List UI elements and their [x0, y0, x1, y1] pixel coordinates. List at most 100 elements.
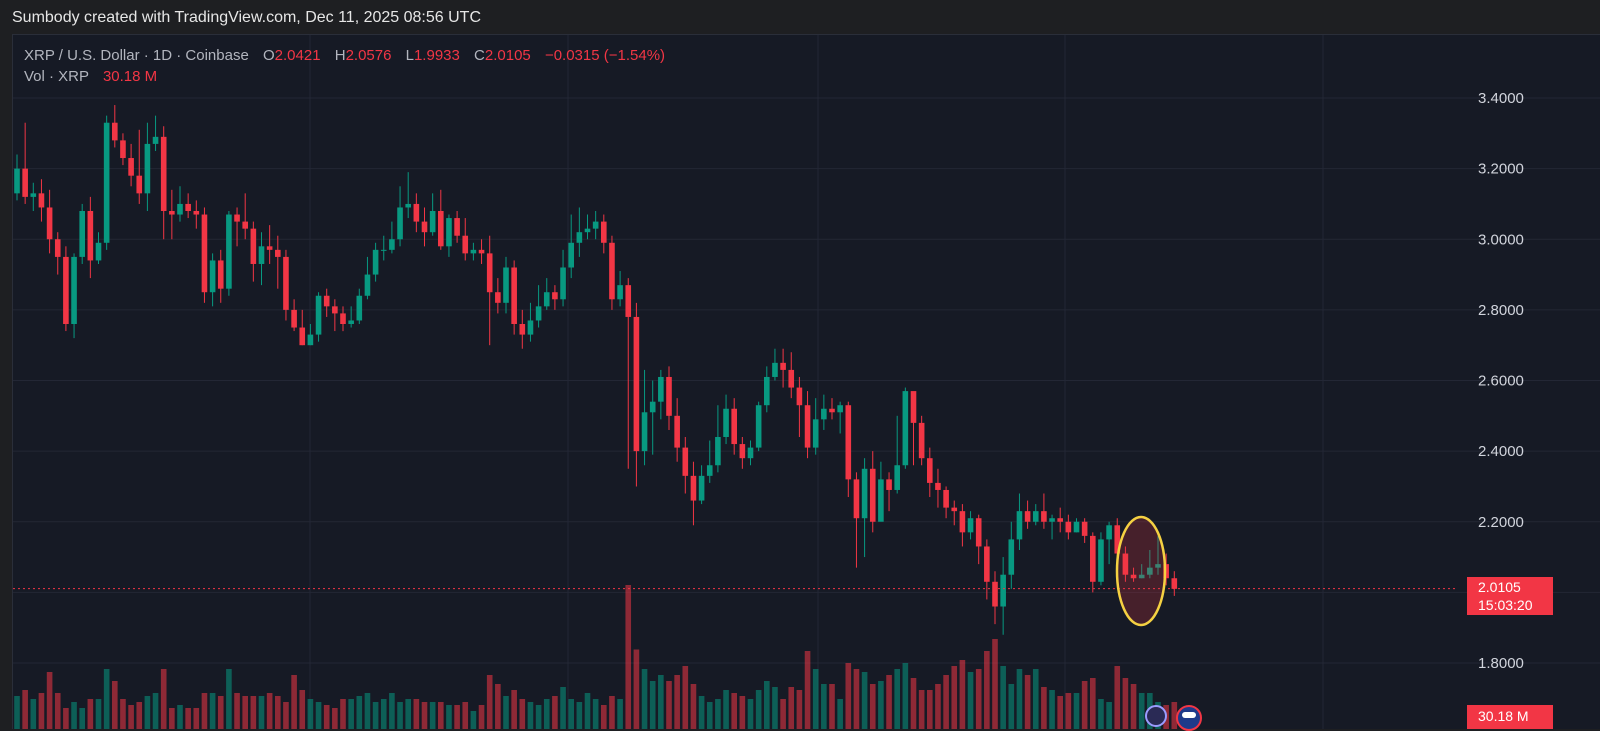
candle	[641, 369, 648, 466]
candle-body	[943, 489, 949, 508]
candle	[413, 193, 420, 233]
candle	[609, 235, 615, 310]
volume-bar	[731, 693, 737, 729]
candle-body	[535, 306, 542, 321]
volume-bar	[959, 660, 966, 729]
candle-body	[1073, 521, 1080, 533]
y-tick-label: 2.8000	[1478, 302, 1524, 319]
candle	[821, 394, 827, 430]
candle-body	[242, 221, 248, 229]
volume-bar	[454, 705, 460, 729]
volume-bar	[739, 696, 746, 729]
candle	[951, 500, 958, 526]
candle-body	[234, 214, 240, 222]
indicator-icon[interactable]	[1145, 705, 1167, 727]
volume-bar	[413, 699, 420, 729]
volume-bar	[674, 675, 680, 729]
candle	[690, 461, 697, 526]
candle-body	[829, 408, 835, 413]
volume-bar	[682, 666, 689, 729]
candle-body	[14, 168, 20, 194]
candle-body	[446, 218, 452, 247]
volume-bar	[894, 669, 900, 729]
volume-bar	[1090, 678, 1096, 729]
candle-body	[1171, 578, 1178, 589]
volume-bar	[861, 672, 868, 729]
candle	[984, 539, 990, 600]
chart-area[interactable]: 3.4000 3.2000 3.0000 2.8000 2.6000 2.4000 2.20…	[12, 34, 1600, 731]
high-value: 2.0576	[345, 47, 392, 64]
candle	[470, 242, 477, 261]
volume-bar	[1114, 666, 1121, 729]
price-axis: 3.4000 3.2000 3.0000 2.8000 2.6000 2.4000 2.20…	[1478, 90, 1524, 672]
candle-body	[739, 444, 746, 459]
volume-bar	[470, 711, 477, 729]
flag-icon[interactable]	[1176, 705, 1202, 731]
volume-bar	[1024, 675, 1031, 729]
candle	[1000, 557, 1006, 635]
candle	[698, 465, 705, 505]
candle-body	[332, 306, 338, 314]
candle	[674, 398, 680, 462]
candle	[454, 211, 460, 243]
volume-bar	[152, 693, 159, 729]
volume-bar	[315, 702, 322, 729]
volume-bar	[144, 696, 151, 729]
candle	[1106, 521, 1112, 565]
volume-bar	[1138, 693, 1145, 729]
candle	[788, 352, 795, 399]
candle-body	[1057, 518, 1063, 522]
volume-label[interactable]: Vol · XRP	[24, 68, 89, 85]
volume-bar	[788, 687, 795, 729]
candle-body	[438, 211, 444, 247]
candle-body	[144, 143, 151, 194]
candle-body	[869, 468, 876, 522]
candle-body	[169, 211, 175, 215]
volume-bar	[226, 669, 232, 729]
candle	[291, 299, 297, 332]
candle	[356, 288, 363, 324]
candle-body	[706, 465, 713, 476]
y-tick-label: 1.8000	[1478, 655, 1524, 672]
candle	[103, 115, 110, 250]
volume-value: 30.18 M	[102, 68, 158, 85]
candle	[715, 405, 721, 473]
volume-bar	[715, 699, 721, 729]
candle	[332, 299, 338, 332]
volume-bar	[421, 702, 428, 729]
candle-body	[209, 260, 216, 293]
candle	[739, 437, 746, 469]
candle	[902, 387, 909, 469]
candle-body	[454, 218, 460, 236]
candle-body	[421, 221, 428, 233]
candle-body	[649, 401, 656, 413]
candle-body	[812, 419, 819, 448]
candle	[128, 143, 134, 187]
candle	[1147, 550, 1153, 579]
candle-body	[568, 242, 574, 268]
volume-bar	[258, 696, 265, 729]
volume-bar	[755, 690, 762, 729]
volume-bar	[283, 702, 289, 729]
candle-body	[315, 295, 322, 335]
volume-bar	[299, 690, 306, 729]
symbol-title[interactable]: XRP / U.S. Dollar · 1D · Coinbase	[24, 47, 249, 64]
candle-body	[845, 405, 852, 480]
volume-bar	[1032, 669, 1039, 729]
volume-bar	[910, 678, 917, 729]
candle-body	[112, 122, 118, 141]
candle	[242, 193, 248, 240]
candle	[160, 126, 167, 240]
candle-body	[641, 412, 648, 452]
candle	[649, 380, 656, 455]
volume-bar	[217, 696, 224, 729]
volume-bar	[275, 696, 281, 729]
candle-body	[478, 249, 485, 254]
candlestick-chart[interactable]: 3.4000 3.2000 3.0000 2.8000 2.6000 2.4000 2.20…	[13, 35, 1600, 729]
candle-body	[193, 211, 200, 215]
candle	[633, 302, 640, 487]
candle-body	[46, 207, 53, 240]
volume-bar	[307, 699, 314, 729]
candle	[315, 292, 322, 342]
candle-body	[1024, 511, 1031, 522]
